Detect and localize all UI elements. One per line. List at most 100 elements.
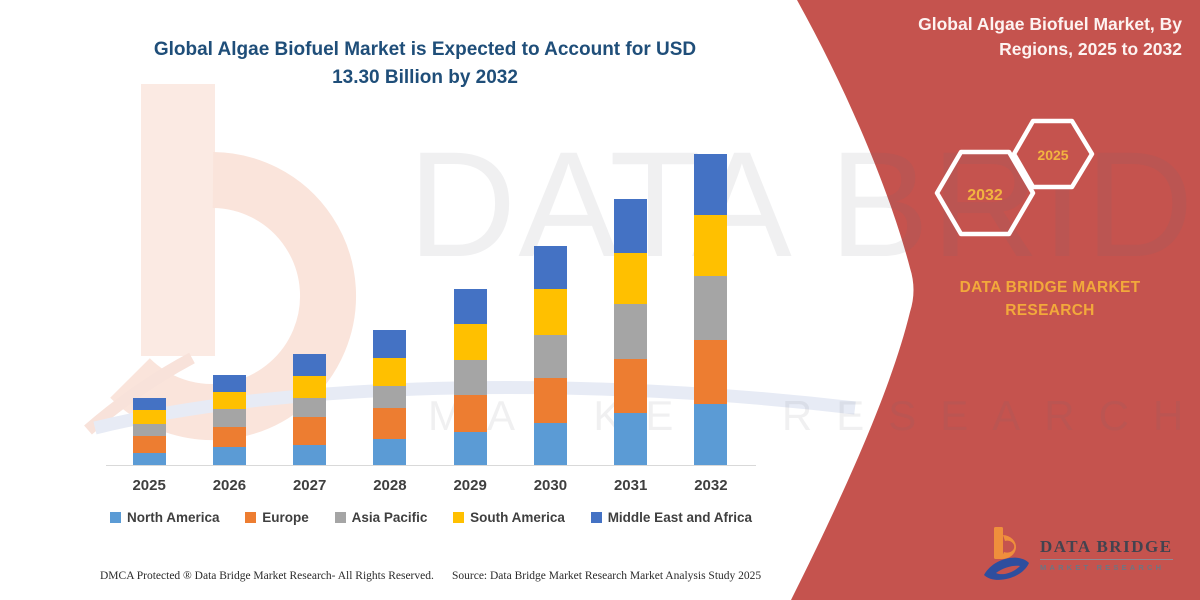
legend-item: Asia Pacific — [334, 510, 428, 525]
bar-column-2031 — [591, 150, 671, 465]
bar-column-2027 — [270, 150, 350, 465]
brand-wordmark-line1: DATA BRIDGE MARKET — [959, 279, 1141, 296]
legend-label: Europe — [262, 510, 309, 525]
page-title-line1: Global Algae Biofuel Market is Expected … — [153, 39, 697, 60]
databridge-logo-icon — [984, 527, 1029, 580]
x-axis-label-2027: 2027 — [292, 477, 327, 494]
bar-segment — [533, 288, 567, 336]
bar-segment — [212, 392, 246, 410]
bar-segment — [533, 245, 567, 289]
bar-segment — [453, 324, 487, 360]
report-scope-title-line1: Global Algae Biofuel Market, By — [918, 14, 1182, 34]
x-axis-label-2032: 2032 — [694, 477, 728, 494]
legend-swatch-icon — [453, 512, 465, 523]
legend-swatch-icon — [590, 512, 602, 523]
bar-segment — [453, 431, 487, 465]
bar-segment — [132, 423, 166, 437]
x-axis-label-2031: 2031 — [613, 477, 648, 494]
bar-segment — [614, 358, 648, 413]
bar-segment — [453, 395, 487, 432]
legend-swatch-icon — [334, 512, 346, 523]
footer-source-text: Source: Data Bridge Market Research Mark… — [452, 570, 762, 582]
x-axis-labels: 2025 2026 2027 2028 2029 2030 2031 2032 — [109, 477, 751, 494]
bar-segment — [533, 422, 567, 465]
bar-segment — [373, 439, 407, 465]
legend-label: North America — [127, 510, 220, 525]
hexagon-2025-label: 2025 — [1037, 147, 1068, 163]
bar-column-2029 — [430, 150, 510, 465]
bar-segment — [694, 340, 728, 405]
x-axis-label-2025: 2025 — [132, 477, 166, 494]
bar-segment — [373, 330, 407, 358]
bar-column-2032 — [671, 150, 751, 465]
databridge-logo: DATA BRIDGE MARKET RESEARCH — [982, 520, 1182, 588]
page-title: Global Algae Biofuel Market is Expected … — [110, 36, 740, 91]
bar-segment — [694, 404, 728, 465]
bar-segment — [533, 335, 567, 378]
legend-label: Asia Pacific — [351, 510, 428, 525]
bar-column-2026 — [189, 150, 269, 465]
legend-swatch-icon — [110, 512, 121, 523]
bar-segment — [373, 385, 407, 408]
bar-segment — [132, 398, 166, 410]
hexagon-2032-label: 2032 — [967, 187, 1003, 204]
legend-label: South America — [470, 510, 565, 525]
report-scope-title: Global Algae Biofuel Market, By Regions,… — [842, 12, 1182, 61]
bar-segment — [132, 436, 166, 453]
bar-segment — [212, 409, 246, 427]
bar-segment — [694, 215, 728, 277]
bar-segment — [132, 452, 166, 465]
bar-stack — [212, 374, 246, 465]
bar-segment — [212, 374, 246, 393]
bar-segment — [614, 304, 648, 359]
report-scope-title-line2: Regions, 2025 to 2032 — [999, 38, 1182, 59]
x-axis-label-2028: 2028 — [373, 477, 407, 494]
page-title-line2: 13.30 Billion by 2032 — [332, 66, 518, 88]
footer-dmca-text: DMCA Protected ® Data Bridge Market Rese… — [100, 570, 434, 582]
bar-segment — [694, 276, 728, 341]
brand-wordmark-line2: RESEARCH — [1005, 302, 1095, 320]
x-axis-line — [106, 465, 756, 466]
legend-item: North America — [110, 510, 220, 525]
bar-column-2028 — [350, 150, 430, 465]
x-axis-label-2029: 2029 — [453, 477, 487, 494]
stacked-bar-chart — [109, 150, 751, 465]
bar-segment — [293, 417, 327, 445]
bar-stack — [533, 245, 567, 465]
bar-column-2030 — [510, 150, 590, 465]
hexagon-2032 — [934, 149, 1036, 237]
legend-item: Europe — [245, 510, 309, 525]
x-axis-label-2030: 2030 — [533, 477, 568, 494]
bar-segment — [453, 288, 487, 325]
bar-segment — [293, 444, 327, 465]
bar-segment — [694, 153, 728, 216]
bar-segment — [614, 198, 648, 253]
bar-segment — [212, 426, 246, 447]
databridge-logo-text: DATA BRIDGE MARKET RESEARCH — [1040, 537, 1173, 572]
bar-stack — [373, 330, 407, 465]
brand-wordmark: DATA BRIDGE MARKET RESEARCH — [928, 276, 1172, 323]
bar-stack — [614, 198, 648, 465]
chart-legend: North America Europe Asia Pacific South Ame… — [110, 510, 752, 525]
legend-item: South America — [453, 510, 565, 525]
bar-stack — [453, 288, 487, 465]
bar-column-2025 — [109, 150, 189, 465]
legend-swatch-icon — [245, 512, 257, 523]
legend-item: Middle East and Africa — [590, 510, 752, 525]
bar-segment — [614, 412, 648, 465]
bar-segment — [132, 409, 166, 424]
databridge-logo-name: DATA BRIDGE — [1040, 536, 1173, 556]
bar-segment — [373, 357, 407, 386]
bar-segment — [373, 407, 407, 440]
bar-stack — [293, 353, 327, 465]
databridge-logo-divider — [1040, 558, 1173, 560]
hexagon-2025 — [1011, 118, 1095, 190]
bar-segment — [293, 375, 327, 398]
bar-segment — [614, 252, 648, 305]
bar-segment — [453, 359, 487, 396]
x-axis-label-2026: 2026 — [212, 477, 247, 494]
